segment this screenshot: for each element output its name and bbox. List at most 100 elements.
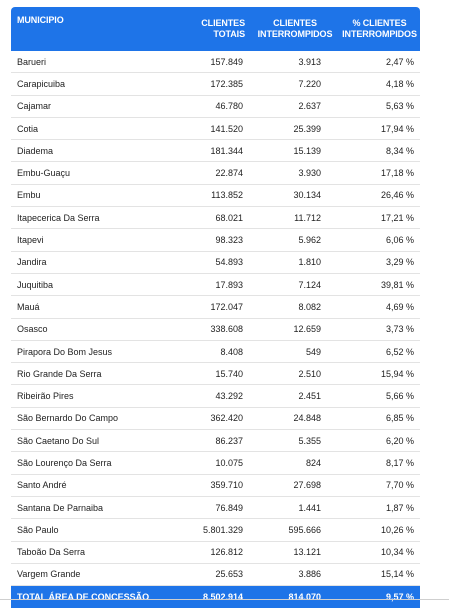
cell-pct-interrompidos: 8,34 % — [339, 139, 420, 163]
cell-clientes-totais: 17.893 — [176, 273, 251, 297]
table-row: Itapecerica Da Serra 68.021 11.712 17,21 % — [11, 206, 420, 230]
cell-clientes-totais: 172.385 — [176, 72, 251, 96]
cell-municipio: Embu — [11, 184, 176, 208]
cell-pct-interrompidos: 7,70 % — [339, 474, 420, 497]
table-row: Embu 113.852 30.134 26,46 % — [11, 184, 420, 208]
total-clientes-totais: 8.502.914 — [176, 585, 251, 608]
cell-clientes-interrompidos: 15.139 — [251, 139, 339, 163]
table-row: São Caetano Do Sul 86.237 5.355 6,20 % — [11, 429, 420, 453]
cell-municipio: Osasco — [11, 318, 176, 341]
cell-pct-interrompidos: 6,20 % — [339, 429, 420, 453]
cell-clientes-interrompidos: 3.913 — [251, 51, 339, 74]
cell-municipio: Itapevi — [11, 228, 176, 252]
cell-pct-interrompidos: 15,94 % — [339, 362, 420, 386]
cell-municipio: Jandira — [11, 251, 176, 274]
cell-clientes-interrompidos: 5.355 — [251, 429, 339, 453]
cell-pct-interrompidos: 5,66 % — [339, 384, 420, 408]
cell-clientes-interrompidos: 595.666 — [251, 518, 339, 542]
header-pct-interrompidos-line2: INTERROMPIDOS — [342, 29, 417, 39]
table-row: Jandira 54.893 1.810 3,29 % — [11, 251, 420, 274]
clients-interruption-table: MUNICIPIO CLIENTES TOTAIS CLIENTES INTER… — [11, 7, 420, 608]
cell-municipio: Carapicuiba — [11, 72, 176, 96]
table-row: São Paulo 5.801.329 595.666 10,26 % — [11, 518, 420, 542]
cell-clientes-interrompidos: 27.698 — [251, 474, 339, 497]
table-row: Cotia 141.520 25.399 17,94 % — [11, 117, 420, 141]
header-clientes-totais-line2: TOTAIS — [213, 29, 245, 39]
cell-municipio: Mauá — [11, 295, 176, 319]
cell-clientes-totais: 141.520 — [176, 117, 251, 141]
bottom-divider — [0, 599, 449, 600]
cell-clientes-interrompidos: 3.886 — [251, 563, 339, 587]
cell-pct-interrompidos: 17,18 % — [339, 161, 420, 185]
cell-pct-interrompidos: 39,81 % — [339, 273, 420, 297]
cell-clientes-interrompidos: 2.451 — [251, 384, 339, 408]
header-clientes-interrompidos: CLIENTES INTERROMPIDOS — [251, 7, 339, 51]
cell-pct-interrompidos: 17,21 % — [339, 206, 420, 230]
cell-clientes-interrompidos: 824 — [251, 451, 339, 475]
cell-pct-interrompidos: 6,85 % — [339, 407, 420, 431]
cell-clientes-totais: 5.801.329 — [176, 518, 251, 542]
table-row: Mauá 172.047 8.082 4,69 % — [11, 295, 420, 319]
cell-pct-interrompidos: 8,17 % — [339, 451, 420, 475]
cell-municipio: Juquitiba — [11, 273, 176, 297]
cell-municipio: Diadema — [11, 139, 176, 163]
header-clientes-interrompidos-line2: INTERROMPIDOS — [257, 29, 333, 39]
table-body: Barueri 157.849 3.913 2,47 % Carapicuiba 172.… — [11, 51, 420, 587]
cell-clientes-totais: 10.075 — [176, 451, 251, 475]
table-row: Santo André 359.710 27.698 7,70 % — [11, 474, 420, 497]
cell-clientes-totais: 172.047 — [176, 295, 251, 319]
cell-pct-interrompidos: 4,69 % — [339, 295, 420, 319]
cell-clientes-interrompidos: 30.134 — [251, 184, 339, 208]
cell-clientes-interrompidos: 7.220 — [251, 72, 339, 96]
cell-clientes-totais: 359.710 — [176, 474, 251, 497]
cell-clientes-interrompidos: 7.124 — [251, 273, 339, 297]
cell-pct-interrompidos: 10,34 % — [339, 541, 420, 564]
header-clientes-interrompidos-line1: CLIENTES — [273, 18, 317, 28]
cell-clientes-interrompidos: 5.962 — [251, 228, 339, 252]
cell-pct-interrompidos: 6,06 % — [339, 228, 420, 252]
table-header: MUNICIPIO CLIENTES TOTAIS CLIENTES INTER… — [11, 7, 420, 51]
table-row: Juquitiba 17.893 7.124 39,81 % — [11, 273, 420, 297]
table-row: Cajamar 46.780 2.637 5,63 % — [11, 95, 420, 118]
cell-clientes-totais: 76.849 — [176, 496, 251, 520]
header-clientes-totais: CLIENTES TOTAIS — [176, 7, 251, 51]
cell-pct-interrompidos: 1,87 % — [339, 496, 420, 520]
table-row: Embu-Guaçu 22.874 3.930 17,18 % — [11, 161, 420, 185]
cell-pct-interrompidos: 4,18 % — [339, 72, 420, 96]
cell-municipio: Santana De Parnaiba — [11, 496, 176, 520]
table-row: São Bernardo Do Campo 362.420 24.848 6,85 % — [11, 407, 420, 431]
cell-clientes-totais: 25.653 — [176, 563, 251, 587]
cell-clientes-interrompidos: 3.930 — [251, 161, 339, 185]
cell-clientes-totais: 98.323 — [176, 228, 251, 252]
table-row: Ribeirão Pires 43.292 2.451 5,66 % — [11, 384, 420, 408]
cell-pct-interrompidos: 26,46 % — [339, 184, 420, 208]
cell-clientes-interrompidos: 25.399 — [251, 117, 339, 141]
table-row: Vargem Grande 25.653 3.886 15,14 % — [11, 563, 420, 587]
cell-clientes-interrompidos: 2.510 — [251, 362, 339, 386]
cell-clientes-totais: 181.344 — [176, 139, 251, 163]
cell-municipio: São Bernardo Do Campo — [11, 407, 176, 431]
cell-clientes-interrompidos: 12.659 — [251, 318, 339, 341]
cell-municipio: Cajamar — [11, 95, 176, 118]
table-row: Pirapora Do Bom Jesus 8.408 549 6,52 % — [11, 340, 420, 364]
total-row: TOTAL ÁREA DE CONCESSÃO 8.502.914 814.07… — [11, 585, 420, 608]
cell-pct-interrompidos: 3,73 % — [339, 318, 420, 341]
table-row: Osasco 338.608 12.659 3,73 % — [11, 318, 420, 341]
cell-pct-interrompidos: 5,63 % — [339, 95, 420, 118]
cell-municipio: Embu-Guaçu — [11, 161, 176, 185]
cell-clientes-interrompidos: 11.712 — [251, 206, 339, 230]
cell-clientes-interrompidos: 1.441 — [251, 496, 339, 520]
cell-clientes-interrompidos: 24.848 — [251, 407, 339, 431]
cell-clientes-interrompidos: 2.637 — [251, 95, 339, 118]
cell-clientes-interrompidos: 8.082 — [251, 295, 339, 319]
cell-clientes-totais: 362.420 — [176, 407, 251, 431]
total-pct-interrompidos: 9,57 % — [339, 585, 420, 608]
cell-clientes-totais: 126.812 — [176, 541, 251, 564]
header-pct-interrompidos: % CLIENTES INTERROMPIDOS — [339, 7, 420, 51]
table-row: Barueri 157.849 3.913 2,47 % — [11, 51, 420, 74]
header-municipio: MUNICIPIO — [11, 7, 176, 51]
cell-pct-interrompidos: 10,26 % — [339, 518, 420, 542]
cell-municipio: Taboão Da Serra — [11, 541, 176, 564]
table-row: Santana De Parnaiba 76.849 1.441 1,87 % — [11, 496, 420, 520]
table-row: Rio Grande Da Serra 15.740 2.510 15,94 % — [11, 362, 420, 386]
